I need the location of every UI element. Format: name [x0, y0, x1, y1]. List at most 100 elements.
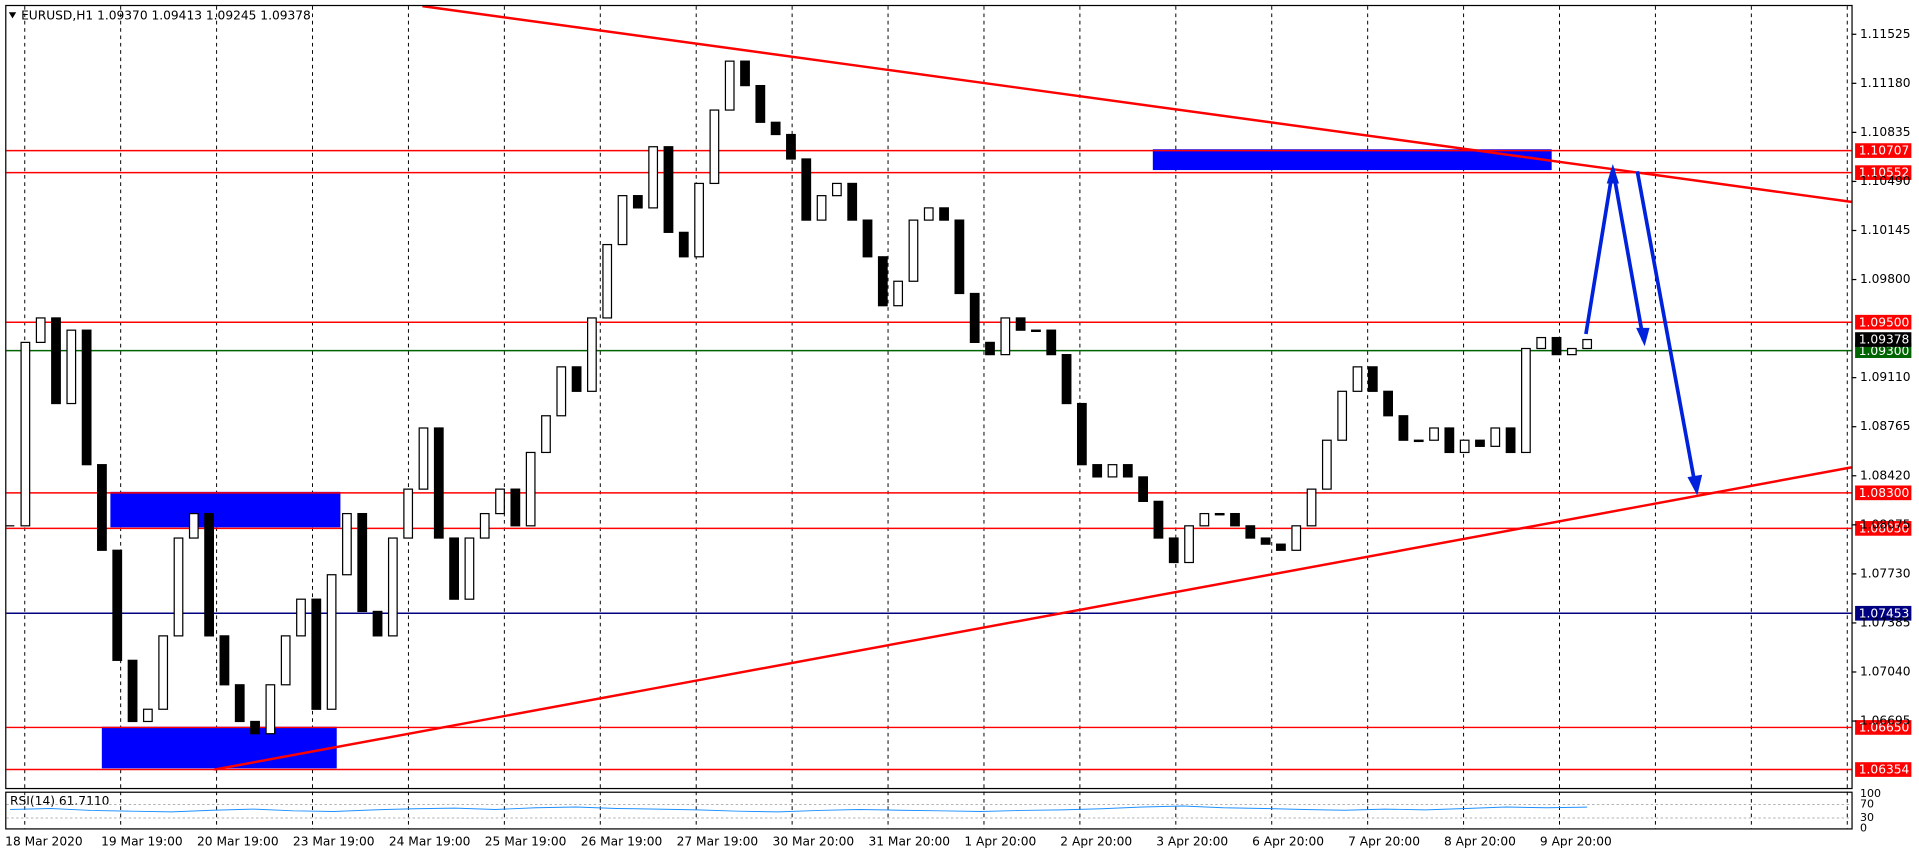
x-tick-label: 7 Apr 20:00	[1348, 834, 1420, 848]
candle	[969, 292, 980, 344]
candle	[173, 537, 184, 637]
candle	[816, 195, 827, 221]
candle	[51, 317, 61, 405]
candle	[1536, 336, 1547, 350]
candle	[1092, 464, 1103, 478]
candle	[35, 317, 46, 344]
candle	[724, 60, 735, 111]
y-tick-label: 1.10490	[1860, 174, 1911, 188]
candle	[433, 427, 444, 539]
candle	[1122, 464, 1133, 478]
candle	[1076, 402, 1087, 466]
candle	[1337, 390, 1348, 441]
candle	[1046, 329, 1057, 356]
candle	[602, 243, 613, 319]
price-label-box	[1855, 343, 1912, 358]
candle	[1383, 390, 1393, 417]
candle	[1582, 338, 1593, 350]
candle	[1214, 512, 1225, 516]
candle	[678, 231, 689, 258]
candle	[663, 146, 674, 233]
y-tick-label: 1.06695	[1860, 714, 1911, 728]
zone	[101, 726, 337, 769]
candle	[81, 329, 92, 466]
candle	[1352, 366, 1363, 392]
candle	[617, 195, 628, 246]
candle	[985, 341, 995, 356]
candle	[326, 574, 337, 710]
candle	[188, 512, 199, 539]
candle	[1015, 317, 1026, 331]
price-label: 1.09500	[1859, 315, 1910, 329]
candle	[893, 280, 904, 307]
x-tick-label: 25 Mar 19:00	[485, 834, 567, 848]
x-tick-label: 30 Mar 20:00	[773, 834, 855, 848]
x-tick-label: 31 Mar 20:00	[868, 834, 950, 848]
candle	[372, 610, 383, 637]
candle	[403, 488, 414, 539]
candle	[786, 133, 796, 160]
price-label: 1.09300	[1859, 344, 1910, 358]
candle	[740, 60, 750, 87]
candle	[1107, 464, 1118, 478]
price-label: 1.10707	[1859, 144, 1910, 158]
arrow-head	[1606, 163, 1619, 184]
y-tick-label: 1.07040	[1860, 664, 1911, 678]
candle	[939, 207, 949, 221]
candle	[495, 488, 505, 515]
x-tick-label: 8 Apr 20:00	[1444, 834, 1516, 848]
candle	[387, 537, 398, 637]
candle	[1245, 525, 1256, 539]
price-label: 1.09378	[1859, 333, 1910, 347]
candle	[1413, 439, 1424, 443]
candle	[648, 146, 659, 209]
candle	[1061, 354, 1072, 405]
x-tick-label: 26 Mar 19:00	[581, 834, 663, 848]
price-label: 1.08300	[1859, 486, 1910, 500]
candle	[709, 109, 720, 185]
candle	[250, 720, 260, 735]
candle	[296, 598, 306, 637]
candle	[311, 598, 322, 710]
candle	[1398, 415, 1409, 441]
candle	[1566, 347, 1577, 356]
menu-triangle	[8, 12, 17, 19]
price-label-box	[1855, 332, 1912, 347]
candle	[158, 635, 169, 710]
candle	[556, 366, 567, 417]
price-label-box	[1855, 605, 1912, 621]
candle	[694, 182, 704, 258]
candle	[954, 219, 965, 295]
candle	[1444, 427, 1455, 454]
x-tick-label: 27 Mar 19:00	[677, 834, 759, 848]
candle	[525, 451, 536, 527]
candle	[908, 219, 919, 282]
candle	[877, 256, 888, 307]
y-tick-label: 1.09800	[1860, 272, 1911, 286]
candle	[1260, 537, 1271, 545]
candle	[847, 182, 858, 221]
y-tick-label: 1.08420	[1860, 468, 1911, 482]
price-label-box	[1855, 485, 1912, 501]
candle	[541, 415, 551, 454]
candle	[831, 182, 842, 197]
candle	[1459, 439, 1470, 454]
price-label: 1.10552	[1859, 166, 1910, 180]
x-tick-label: 23 Mar 19:00	[293, 834, 375, 848]
candle	[1199, 512, 1210, 527]
zone	[110, 491, 341, 528]
candle	[418, 427, 429, 490]
price-label-box	[1855, 720, 1912, 735]
rsi-tick-label: 30	[1860, 811, 1874, 824]
zone	[1152, 149, 1552, 171]
candle	[632, 195, 643, 209]
y-tick-label: 1.07385	[1860, 615, 1911, 629]
y-tick-label: 1.08765	[1860, 419, 1911, 433]
candle	[142, 708, 153, 723]
candle	[755, 84, 766, 123]
candle	[1321, 439, 1332, 490]
price-label: 1.06354	[1859, 763, 1910, 777]
candle	[342, 512, 352, 576]
